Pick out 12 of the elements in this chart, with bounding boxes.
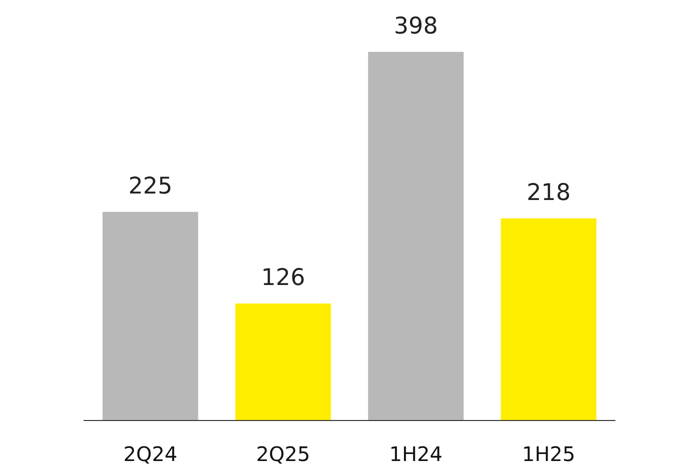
bar (102, 212, 198, 420)
bar (500, 218, 596, 420)
x-tick-label: 1H24 (389, 442, 442, 466)
bar (368, 52, 464, 420)
bar (235, 303, 331, 420)
data-label: 225 (128, 173, 172, 200)
x-tick-label: 1H25 (522, 442, 576, 466)
data-label: 398 (394, 13, 438, 40)
data-label: 126 (261, 264, 306, 291)
x-tick-label: 2Q25 (256, 442, 310, 466)
data-label: 218 (526, 180, 571, 206)
x-tick-label: 2Q24 (123, 442, 178, 466)
